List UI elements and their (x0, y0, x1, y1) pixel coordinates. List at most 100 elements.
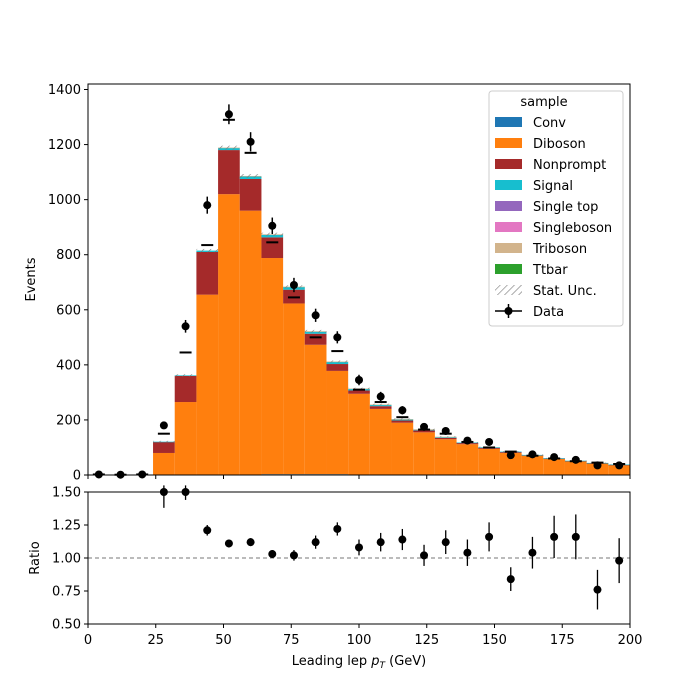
x-axis-label-var: p (370, 654, 379, 669)
bar-nonprompt (196, 251, 219, 295)
y-tick-label: 1400 (48, 83, 81, 98)
bar-diboson (434, 439, 457, 475)
legend-entry: Signal (495, 179, 573, 194)
data-point (159, 421, 168, 430)
legend-entry: Data (495, 304, 564, 320)
stat-unc-band (239, 174, 262, 178)
legend-data-marker (504, 307, 513, 315)
bar-diboson (478, 448, 500, 475)
legend-label: Nonprompt (533, 158, 606, 173)
bar-nonprompt (369, 406, 392, 409)
bar-nonprompt (261, 237, 284, 259)
bar-nonprompt (391, 420, 414, 423)
legend-entry: Singleboson (495, 221, 612, 236)
y-tick-label: 600 (56, 303, 81, 318)
data-point (593, 461, 602, 470)
ratio-axes-frame (87, 491, 631, 625)
stat-unc-band (348, 387, 370, 390)
data-point (333, 333, 342, 342)
stat-unc-band (153, 440, 175, 443)
bar-nonprompt (348, 390, 370, 394)
data-point (398, 406, 407, 415)
data-point (528, 450, 537, 459)
main-plot: 0 200 400 600 800 1000 1200 1400 Events (24, 83, 631, 484)
ratio-point (268, 550, 277, 559)
legend-swatch (495, 201, 522, 211)
ratio-point (441, 538, 450, 547)
bar-nonprompt (326, 364, 349, 371)
x-tick-label: 100 (347, 633, 372, 648)
stat-unc-band (326, 360, 349, 363)
bar-nonprompt (304, 333, 327, 345)
bar-diboson (326, 370, 349, 475)
ratio-y-tick-label: 1.25 (52, 519, 81, 534)
ratio-point (333, 524, 342, 533)
bar-signal (326, 361, 349, 365)
x-axis-label: Leading lep pT (GeV) (292, 654, 426, 671)
y-tick-label: 200 (56, 413, 81, 428)
x-tick-label: 200 (618, 633, 643, 648)
ratio-point (571, 532, 580, 541)
bar-diboson (456, 444, 479, 475)
bar-signal (369, 404, 392, 407)
ratio-point (376, 538, 385, 547)
legend-entry: Stat. Unc. (495, 284, 597, 299)
legend-label: Data (533, 305, 564, 320)
x-axis-label-unit: (GeV) (385, 654, 426, 669)
legend-box (488, 90, 624, 327)
x-axis-label-main: Leading lep (292, 654, 371, 669)
data-point (289, 281, 298, 290)
y-axis-label: Events (24, 257, 39, 301)
ratio-y-tick-label: 1.50 (52, 486, 81, 501)
ratio-y-tick-label: 0.50 (52, 618, 81, 633)
x-axis-label-sub: T (379, 661, 386, 671)
ratio-plot: 0.50 0.75 1.00 1.25 1.50 0 25 50 75 100 125 150 175 2… (28, 485, 642, 671)
legend-label: Singleboson (533, 221, 612, 236)
bar-diboson (608, 465, 630, 475)
legend-title: sample (520, 95, 567, 110)
bar-diboson (174, 402, 197, 475)
ratio-point (550, 532, 559, 541)
y-tick-label: 0 (73, 469, 81, 484)
legend-label: Ttbar (532, 263, 568, 278)
bar-diboson (348, 393, 370, 475)
bar-diboson (304, 344, 327, 475)
legend-entry: Diboson (495, 137, 586, 152)
data-point (376, 392, 385, 401)
legend-swatch-hatch (495, 285, 522, 295)
bar-diboson (369, 408, 392, 475)
legend-swatch (495, 264, 522, 274)
x-tick-label: 50 (215, 633, 232, 648)
stat-unc-band (434, 436, 457, 438)
bar-diboson (499, 452, 522, 475)
x-tick-label: 175 (550, 633, 575, 648)
bar-diboson (543, 459, 565, 475)
legend-label: Signal (533, 179, 573, 194)
ratio-point (593, 585, 602, 594)
bar-diboson (196, 294, 219, 475)
data-point (94, 470, 103, 479)
bar-signal (434, 437, 457, 438)
ratio-y-axis-label: Ratio (28, 541, 43, 574)
legend-entry: Conv (495, 116, 566, 131)
bar-diboson (261, 258, 284, 475)
bar-diboson (521, 455, 544, 475)
ratio-point (506, 575, 515, 584)
legend-label: Conv (533, 116, 566, 131)
x-tick-label: 0 (84, 633, 92, 648)
legend-entry: Nonprompt (495, 158, 606, 173)
legend-swatch (495, 117, 522, 127)
bar-diboson (564, 461, 587, 475)
bar-nonprompt (413, 430, 435, 433)
bar-nonprompt (153, 441, 175, 453)
stat-unc-band (304, 329, 327, 333)
stat-unc-band (196, 248, 219, 253)
ratio-point (485, 532, 494, 541)
y-tick-label: 1000 (48, 193, 81, 208)
legend-swatch (495, 243, 522, 253)
stat-unc-band (174, 374, 197, 377)
legend-swatch (495, 180, 522, 190)
bar-diboson (153, 452, 175, 475)
ratio-point (311, 538, 320, 547)
data-point (138, 470, 147, 479)
